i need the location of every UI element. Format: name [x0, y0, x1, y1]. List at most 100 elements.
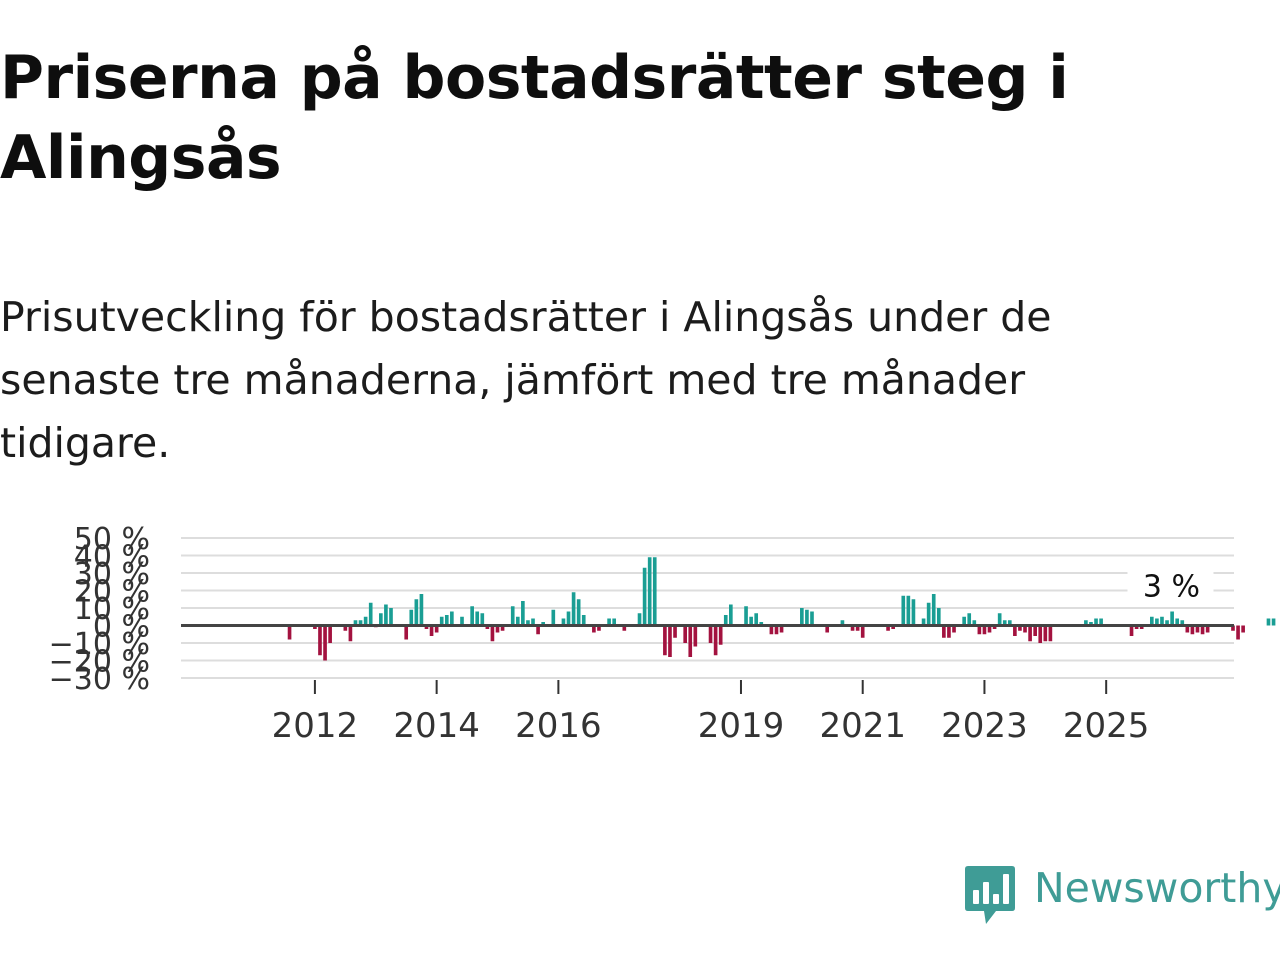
bar: [353, 620, 358, 626]
bar: [926, 602, 931, 626]
bar: [551, 609, 556, 626]
bar: [622, 625, 627, 631]
bar: [744, 606, 748, 626]
bar: [1170, 611, 1174, 626]
bar: [389, 608, 393, 626]
bar: [982, 625, 987, 635]
bar: [571, 592, 576, 626]
bar: [936, 608, 941, 626]
bar: [1150, 616, 1154, 626]
bars: [287, 557, 1276, 661]
bar: [723, 615, 728, 626]
bar: [1007, 620, 1012, 626]
annotation-group: 3 %: [1127, 566, 1214, 607]
bar: [749, 616, 753, 626]
bar: [1241, 625, 1245, 633]
chart: 50 %40 %30 %20 %10 %0 %−10 %−20 %−30 % 2…: [49, 522, 1276, 746]
bar: [1089, 622, 1093, 626]
bar: [992, 625, 997, 629]
bar: [470, 606, 474, 626]
bar: [708, 625, 713, 643]
bar: [713, 625, 718, 656]
bar: [1236, 625, 1240, 640]
bar: [1002, 620, 1007, 626]
bar: [526, 620, 530, 626]
annotation-background: [1127, 566, 1214, 607]
bar: [805, 609, 809, 626]
bar: [825, 625, 830, 633]
bar: [328, 625, 332, 643]
brand-name: Newsworthy: [1034, 864, 1280, 912]
bar: [515, 616, 520, 626]
last-value-annotation: 3 %: [1143, 569, 1200, 604]
bar: [541, 622, 545, 626]
bar: [318, 625, 322, 656]
bar: [921, 618, 926, 626]
bar: [931, 594, 936, 626]
bar: [495, 625, 500, 633]
bar: [637, 613, 642, 626]
bar: [323, 625, 327, 661]
bar: [1013, 625, 1017, 636]
bar: [490, 625, 495, 642]
bar: [947, 625, 951, 638]
bar: [531, 618, 535, 626]
bar: [967, 613, 972, 626]
bar: [1134, 625, 1139, 629]
bar: [850, 625, 855, 631]
newsworthy-logo[interactable]: Newsworthy: [964, 864, 1280, 926]
chart-subtitle: Prisutveckling för bostadsrätter i Aling…: [0, 293, 1052, 467]
bar: [759, 622, 764, 626]
bar: [607, 618, 611, 626]
bar: [1155, 618, 1159, 626]
newsworthy-logo-icon: [965, 866, 1015, 924]
bar: [475, 611, 480, 626]
page-title: Priserna på bostadsrätter steg i Alingså…: [0, 43, 1069, 193]
bar: [800, 608, 804, 626]
bar: [1139, 625, 1144, 629]
bar: [911, 599, 916, 626]
y-tick-label: 30 %: [74, 557, 150, 592]
bar: [891, 625, 895, 629]
y-tick-label: 50 %: [74, 522, 150, 557]
bar: [1160, 616, 1164, 626]
bar: [287, 625, 292, 640]
bar: [379, 613, 383, 626]
bar: [1185, 625, 1190, 633]
x-tick-label: 2016: [515, 706, 602, 746]
bar: [313, 625, 317, 629]
bar: [1099, 618, 1103, 626]
y-tick-label: 10 %: [74, 592, 150, 627]
bar: [561, 618, 566, 626]
bar: [450, 611, 454, 626]
bar: [363, 616, 368, 626]
bar: [952, 625, 956, 633]
bar: [754, 613, 759, 626]
bar: [1180, 620, 1185, 626]
bar: [409, 609, 414, 626]
x-tick-label: 2023: [941, 706, 1028, 746]
bar: [1231, 625, 1235, 631]
bar: [419, 594, 424, 626]
bar: [652, 557, 657, 626]
y-tick-label: −10 %: [49, 627, 150, 662]
bar: [368, 602, 373, 626]
bar: [576, 599, 581, 626]
bar: [769, 625, 774, 635]
bar: [1023, 625, 1027, 633]
bar: [485, 625, 490, 629]
y-tick-labels: 50 %40 %30 %20 %10 %0 %−10 %−20 %−30 %: [49, 522, 150, 697]
bar: [860, 625, 865, 638]
bar: [343, 625, 348, 631]
bar: [886, 625, 890, 631]
x-tick-label: 2019: [698, 706, 785, 746]
bar: [779, 625, 784, 633]
bar: [1033, 625, 1037, 636]
bar: [810, 611, 814, 626]
x-tick-label: 2014: [393, 706, 480, 746]
x-tick-label: 2012: [272, 706, 359, 746]
bar: [688, 625, 693, 657]
bar: [901, 595, 906, 626]
bar: [997, 613, 1002, 626]
x-tick-label: 2025: [1063, 706, 1150, 746]
